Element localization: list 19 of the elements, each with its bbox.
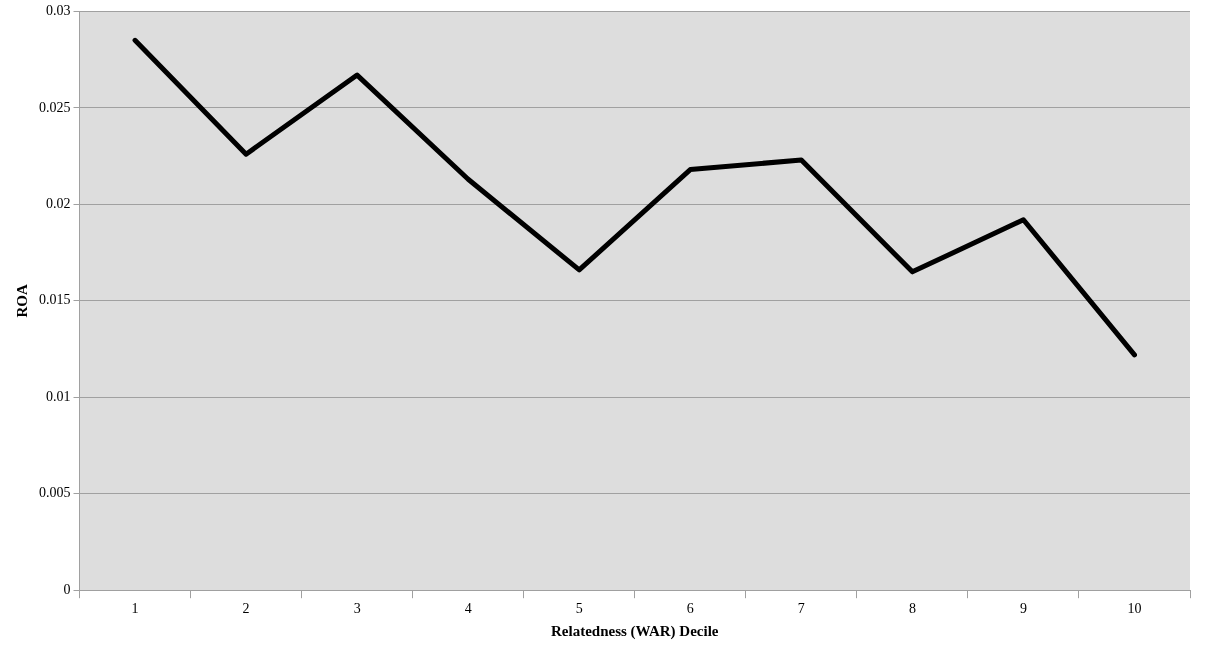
x-tick-label: 5 [575, 601, 583, 617]
y-tick-label: 0.03 [46, 3, 71, 19]
x-tick-label: 1 [131, 601, 139, 617]
y-tick-label: 0 [63, 581, 71, 597]
x-tick-label: 7 [797, 601, 805, 617]
y-tick-label: 0.025 [39, 99, 71, 115]
x-tick-label: 3 [353, 601, 361, 617]
x-tick-label: 6 [686, 601, 694, 617]
y-tick-label: 0.015 [39, 292, 71, 308]
x-tick-label: 4 [464, 601, 472, 617]
y-tick-label: 0.005 [39, 485, 71, 501]
y-axis-title: ROA [13, 283, 30, 318]
x-axis-title: Relatedness (WAR) Decile [551, 622, 719, 640]
x-tick-label: 8 [908, 601, 916, 617]
y-tick-label: 0.01 [46, 388, 71, 404]
x-tick-label: 2 [242, 601, 250, 617]
x-tick-label: 9 [1019, 601, 1027, 617]
x-tick-label: 10 [1127, 601, 1142, 617]
y-tick-label: 0.02 [46, 196, 71, 212]
